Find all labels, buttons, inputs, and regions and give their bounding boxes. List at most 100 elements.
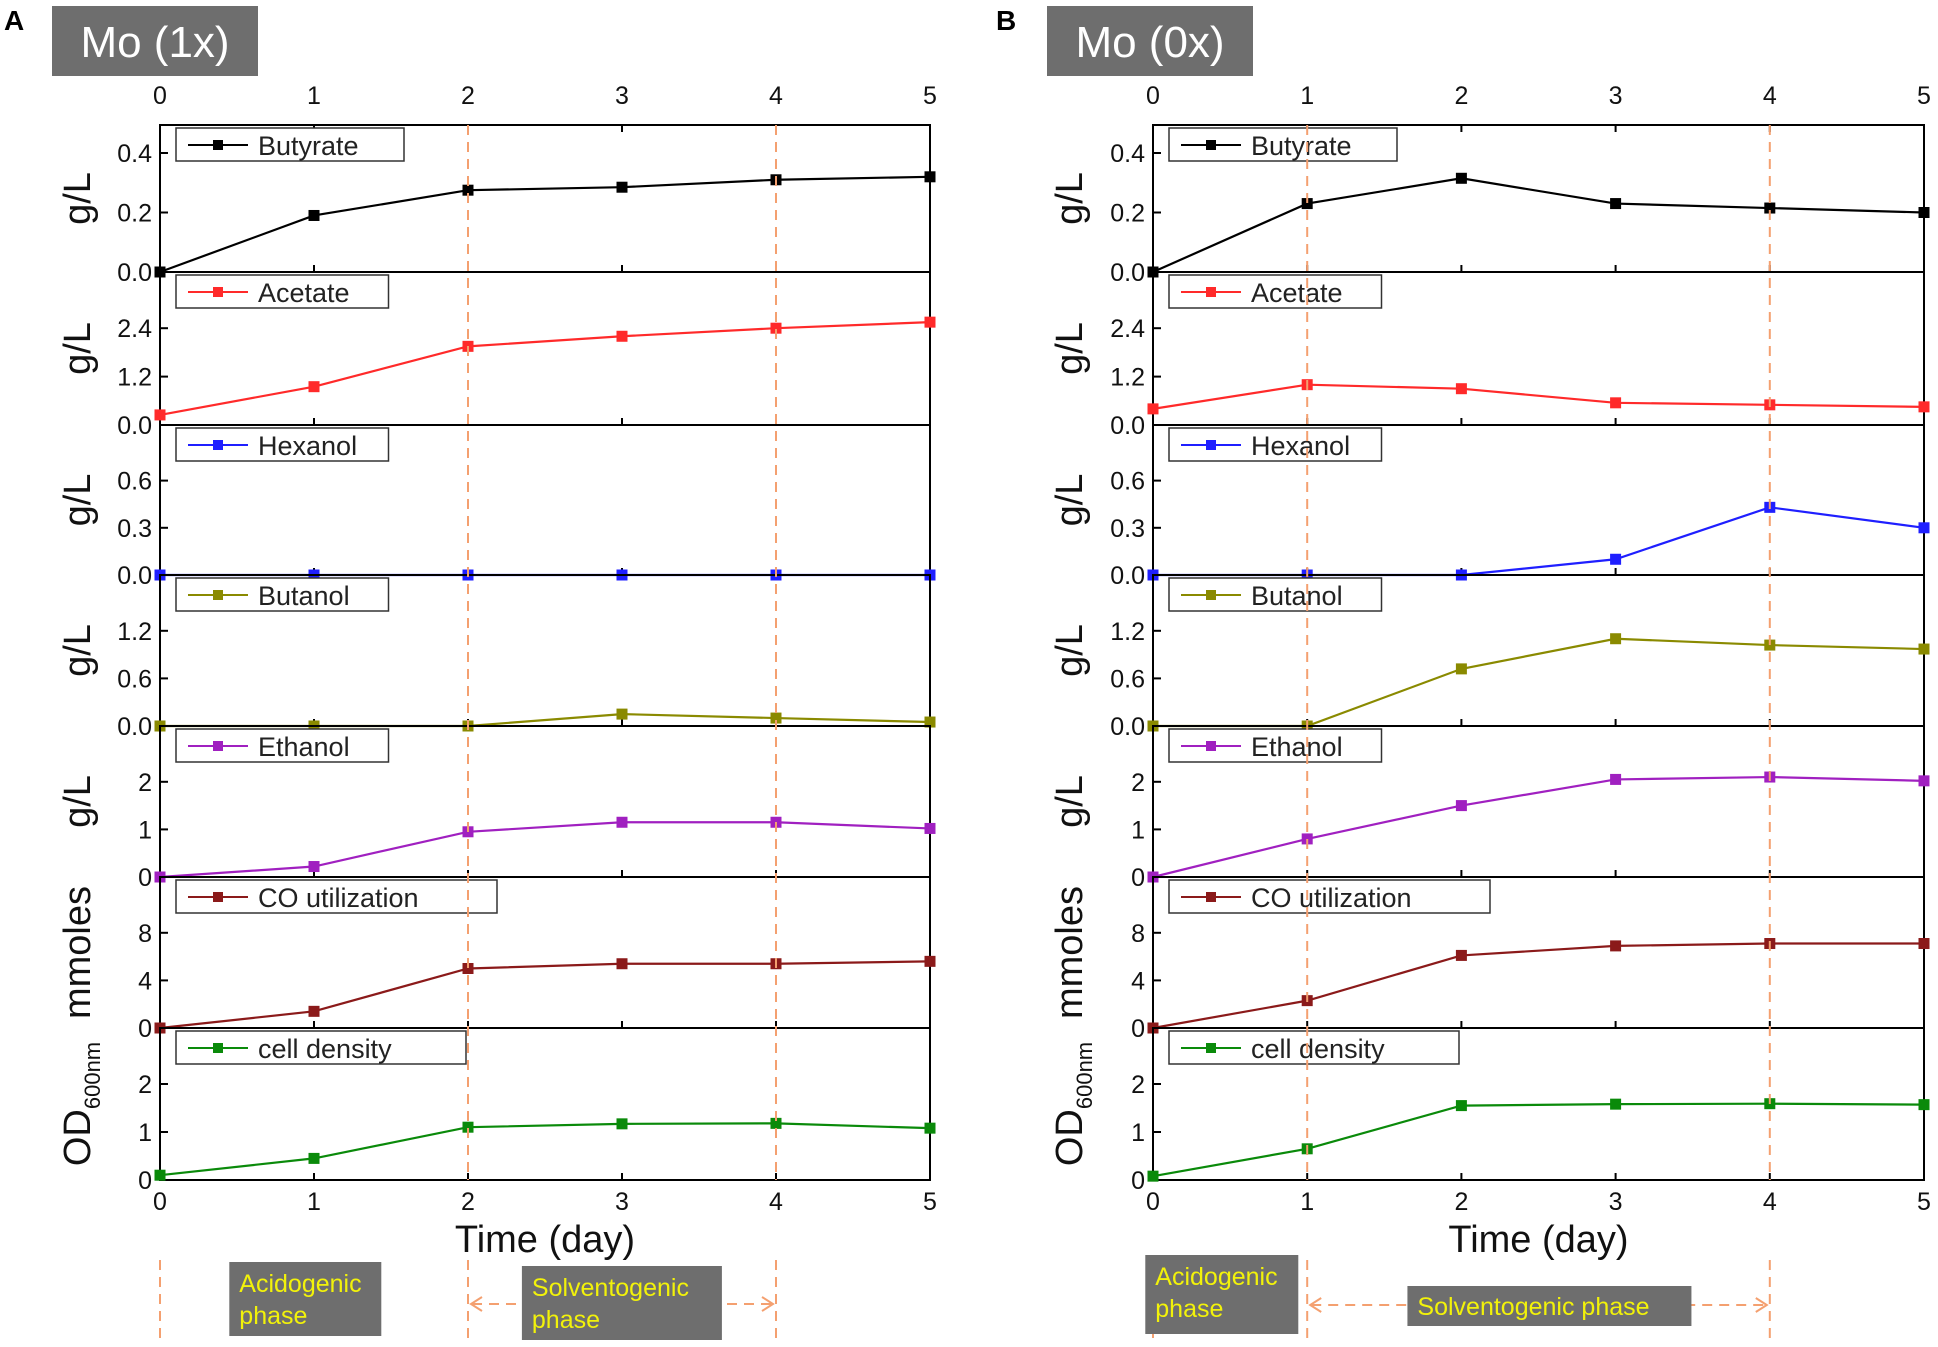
data-point — [1455, 383, 1467, 395]
data-point — [1455, 172, 1467, 184]
arrow-head-left — [469, 1296, 483, 1312]
data-point — [1147, 1170, 1159, 1182]
data-point — [308, 1152, 320, 1164]
solventogenic-phase-box — [521, 1266, 722, 1340]
y-tick-label: 1 — [138, 816, 152, 844]
legend-label: Acetate — [1251, 278, 1343, 308]
y-tick-label: 0 — [138, 1167, 152, 1195]
acidogenic-phase-box — [229, 1262, 382, 1336]
series-line — [1152, 1102, 1925, 1178]
y-tick-label: 0.2 — [117, 200, 152, 228]
y-tick-label: 2 — [138, 1071, 152, 1099]
legend-marker — [1206, 741, 1216, 751]
data-point — [308, 381, 320, 393]
y-tick-label: 0.0 — [1110, 259, 1145, 287]
series-line — [1152, 942, 1924, 1030]
subplot-hexanol: 0.0 0.3 0.6 g/L Hexanol — [57, 424, 936, 590]
series-line — [1152, 383, 1925, 410]
y-axis-label: OD600nm — [57, 1042, 105, 1166]
bottom-tick-label: 1 — [307, 1188, 321, 1216]
legend-label: Butyrate — [258, 131, 359, 161]
bottom-tick-label: 3 — [615, 1188, 629, 1216]
acidogenic-phase-label: phase — [1155, 1295, 1223, 1323]
data-point — [770, 1117, 782, 1129]
y-axis-label: g/L — [57, 775, 99, 828]
subplot-butyrate: 0.0 0.2 0.4 g/L Butyrate — [1049, 124, 1930, 287]
subplot-butyrate: 0.0 0.2 0.4 g/L Butyrate — [57, 124, 936, 287]
data-point — [1918, 522, 1930, 534]
data-point — [1455, 949, 1467, 961]
data-point — [1610, 940, 1622, 952]
data-point — [1610, 198, 1622, 210]
y-tick-label: 1 — [1131, 1119, 1145, 1147]
subplot-hexanol: 0.0 0.3 0.6 g/L Hexanol — [1049, 424, 1930, 590]
y-axis-label: g/L — [57, 624, 99, 677]
acidogenic-phase-label: Acidogenic — [239, 1270, 361, 1298]
y-axis-label: OD600nm — [1049, 1042, 1097, 1166]
legend-label: CO utilization — [258, 883, 419, 913]
legend-marker — [213, 741, 223, 751]
y-tick-label: 0 — [138, 1015, 152, 1043]
legend-marker — [1206, 590, 1216, 600]
arrow-head-right — [761, 1296, 775, 1312]
acidogenic-phase-label: Acidogenic — [1155, 1263, 1277, 1291]
y-axis-label-main: g/L — [1049, 775, 1091, 828]
y-tick-label: 8 — [1131, 920, 1145, 948]
y-tick-label: 0.3 — [1110, 515, 1145, 543]
subplot-co-utilization: 0 4 8 mmoles CO utilization — [57, 876, 936, 1043]
y-axis-label: g/L — [1049, 172, 1091, 225]
data-point — [616, 816, 628, 828]
legend-marker — [1206, 287, 1216, 297]
legend-marker — [1206, 440, 1216, 450]
series-line — [1152, 177, 1925, 274]
series-line — [1152, 775, 1925, 879]
y-tick-label: 4 — [1131, 967, 1145, 995]
top-tick-label: 2 — [1454, 82, 1468, 110]
legend-marker — [213, 440, 223, 450]
solventogenic-phase-box — [1407, 1286, 1692, 1326]
panel-letter: A — [4, 5, 24, 36]
data-point — [924, 171, 936, 183]
bottom-tick-label: 5 — [1917, 1188, 1931, 1216]
subplot-co-utilization: 0 4 8 mmoles CO utilization — [1049, 876, 1930, 1043]
subplot-frame — [159, 1027, 931, 1181]
y-tick-label: 2 — [138, 769, 152, 797]
bottom-tick-label: 2 — [1454, 1188, 1468, 1216]
data-point — [924, 316, 936, 328]
legend-label: Ethanol — [258, 732, 350, 762]
y-axis-label-subscript: 600nm — [80, 1042, 105, 1109]
y-axis-label: g/L — [57, 322, 99, 375]
data-point — [154, 1169, 166, 1181]
data-point — [1610, 1098, 1622, 1110]
condition-header — [52, 6, 258, 76]
y-tick-label: 0.0 — [1110, 713, 1145, 741]
legend-marker — [213, 590, 223, 600]
y-axis-label: g/L — [1049, 474, 1091, 527]
data-point — [1147, 403, 1159, 415]
y-tick-label: 1.2 — [1110, 618, 1145, 646]
data-point — [924, 716, 936, 728]
series-line — [1153, 506, 1925, 577]
bottom-tick-label: 5 — [923, 1188, 937, 1216]
data-point — [1301, 198, 1313, 210]
legend-label: Butanol — [258, 581, 350, 611]
top-tick-label: 5 — [923, 82, 937, 110]
y-axis-label: g/L — [1049, 624, 1091, 677]
y-tick-label: 1.2 — [1110, 364, 1145, 392]
top-tick-label: 3 — [1609, 82, 1623, 110]
data-point — [616, 708, 628, 720]
y-axis-label-subscript: 600nm — [1072, 1042, 1097, 1109]
y-axis-label-main: g/L — [1049, 624, 1091, 677]
legend-marker — [1206, 892, 1216, 902]
series-line — [159, 960, 931, 1030]
legend-marker — [1206, 1043, 1216, 1053]
data-point — [308, 1005, 320, 1017]
solventogenic-phase-label: phase — [532, 1306, 600, 1334]
top-tick-label: 4 — [769, 82, 783, 110]
series-line — [159, 321, 931, 416]
bottom-tick-label: 0 — [153, 1188, 167, 1216]
bottom-tick-label: 4 — [769, 1188, 783, 1216]
data-point — [1918, 1099, 1930, 1111]
y-tick-label: 0.2 — [1110, 200, 1145, 228]
